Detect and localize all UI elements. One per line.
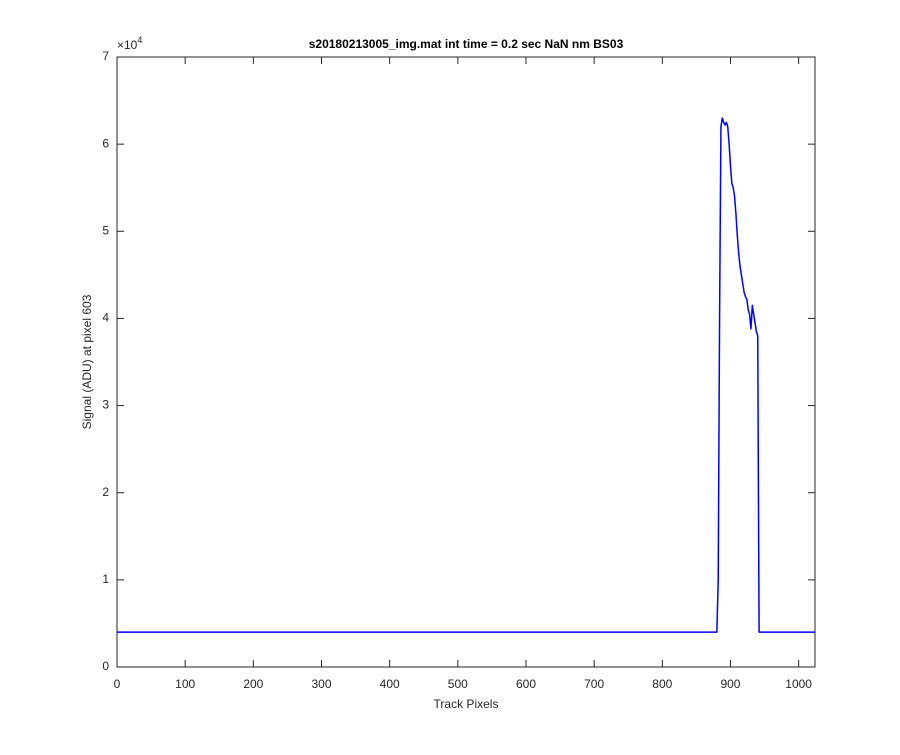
y-tick-label: 2 [102,485,109,499]
x-axis-label: Track Pixels [434,697,499,711]
y-tick-label: 7 [102,49,109,63]
x-tick-label: 1000 [785,677,812,691]
x-tick-label: 600 [516,677,536,691]
y-tick-label: 3 [102,398,109,412]
x-tick-label: 100 [175,677,195,691]
y-multiplier: ×104 [117,35,142,52]
x-tick-label: 0 [114,677,121,691]
x-tick-label: 200 [243,677,263,691]
x-tick-label: 900 [720,677,740,691]
y-multiplier-base: ×10 [117,38,138,52]
x-tick-label: 800 [652,677,672,691]
data-line [117,117,815,633]
x-tick-label: 300 [311,677,331,691]
y-tick-label: 4 [102,311,109,325]
x-tick-label: 500 [448,677,468,691]
y-axis-label: Signal (ADU) at pixel 603 [80,294,94,429]
axes-box [116,56,816,668]
chart-title: s20180213005_img.mat int time = 0.2 sec … [309,37,624,51]
x-tick-label: 400 [380,677,400,691]
x-tick-label: 700 [584,677,604,691]
y-tick-label: 0 [102,659,109,673]
y-tick-label: 1 [102,572,109,586]
y-tick-label: 5 [102,223,109,237]
y-multiplier-exponent: 4 [137,35,142,45]
y-tick-label: 6 [102,136,109,150]
